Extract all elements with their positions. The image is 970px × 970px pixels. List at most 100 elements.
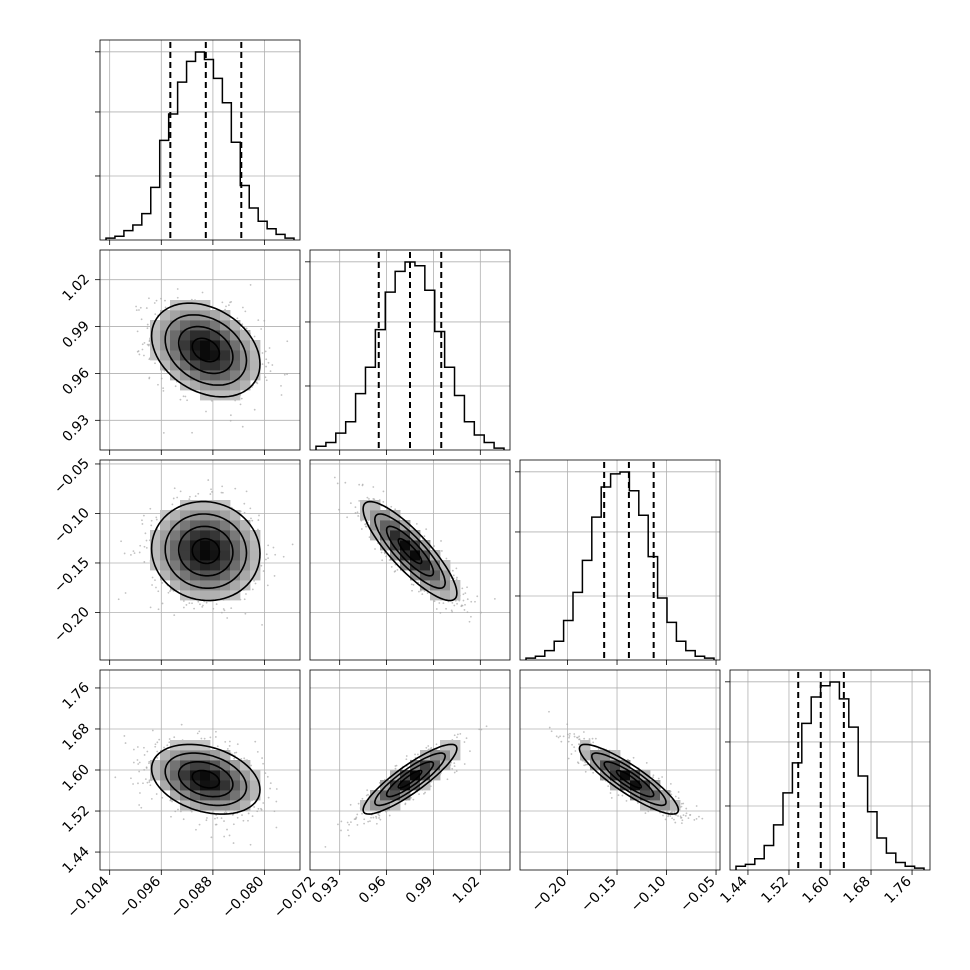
sample-point: [146, 327, 149, 330]
density-cell: [240, 570, 251, 581]
sample-point: [459, 732, 462, 735]
sample-point: [132, 550, 135, 553]
sample-point: [566, 723, 569, 726]
sample-point: [143, 545, 146, 548]
density-cell: [410, 770, 421, 781]
sample-point: [242, 819, 245, 822]
density-cell: [220, 770, 231, 781]
density-cell: [250, 360, 261, 371]
density-cell: [190, 530, 201, 541]
density-cell: [150, 540, 161, 551]
density-cell: [160, 760, 171, 771]
density-cell: [150, 320, 161, 331]
density-cell: [150, 770, 161, 781]
density-cell: [200, 580, 211, 591]
sample-point: [249, 507, 252, 510]
sample-point: [171, 503, 174, 506]
density-cell: [200, 760, 211, 771]
density-cell: [230, 360, 241, 371]
sample-point: [240, 757, 243, 760]
density-cell: [230, 780, 241, 791]
sample-point: [212, 809, 214, 812]
sample-point: [680, 805, 683, 808]
sample-point: [412, 583, 415, 586]
sample-point: [171, 800, 173, 803]
sample-point: [209, 736, 212, 739]
sample-point: [485, 725, 488, 728]
sample-point: [461, 604, 464, 607]
density-cell: [610, 760, 621, 771]
sample-point: [182, 606, 185, 609]
density-cell: [380, 520, 391, 531]
sample-point: [361, 812, 363, 815]
sample-point: [382, 500, 385, 503]
sample-point: [426, 592, 429, 594]
density-cell: [610, 770, 621, 781]
density-cell: [170, 550, 181, 561]
sample-point: [282, 555, 285, 558]
density-cell: [180, 550, 191, 561]
contour-line: [191, 337, 221, 363]
sample-point: [462, 599, 465, 602]
sample-point: [356, 511, 359, 514]
sample-point: [456, 733, 459, 736]
sample-point: [155, 516, 158, 519]
sample-point: [138, 309, 140, 311]
sample-point: [148, 760, 151, 763]
sample-point: [584, 763, 587, 766]
sample-point: [647, 810, 650, 813]
density-cell: [190, 590, 201, 601]
sample-point: [209, 493, 212, 495]
sample-point: [474, 600, 476, 603]
contour-line: [578, 743, 680, 815]
marginal-histogram: [735, 681, 925, 870]
sample-point: [346, 821, 349, 824]
sample-point: [233, 751, 236, 754]
sample-point: [677, 791, 680, 793]
density-cell: [170, 530, 181, 541]
density-cell: [220, 540, 231, 551]
density-cell: [170, 760, 181, 771]
sample-point: [657, 777, 660, 780]
sample-point: [226, 747, 229, 750]
density-cell: [210, 550, 221, 561]
sample-point: [210, 488, 212, 491]
sample-point: [172, 497, 175, 500]
density-cell: [240, 780, 251, 791]
sample-point: [176, 288, 179, 290]
sample-point: [388, 559, 391, 561]
sample-point: [144, 532, 147, 535]
sample-point: [154, 743, 157, 746]
density-cell: [180, 770, 191, 781]
density-cell: [160, 310, 171, 321]
sample-point: [453, 771, 456, 774]
density-cell: [160, 750, 171, 761]
density-cell: [250, 540, 261, 551]
density-cell: [640, 770, 651, 781]
density-cell: [590, 750, 601, 761]
sample-point: [135, 309, 138, 311]
sample-point: [190, 810, 193, 813]
sample-point: [381, 559, 384, 562]
sample-point: [421, 593, 424, 596]
sample-point: [673, 811, 676, 814]
sample-point: [267, 361, 270, 364]
sample-point: [349, 803, 352, 806]
sample-point: [253, 579, 255, 582]
sample-point: [349, 502, 352, 505]
sample-point: [273, 810, 276, 813]
contour-line: [385, 761, 435, 798]
sample-point: [182, 818, 185, 821]
sample-point: [462, 593, 465, 596]
density-cell: [250, 530, 261, 541]
panel-3-0: [95, 669, 301, 875]
sample-point: [157, 383, 159, 386]
density-cell: [150, 330, 161, 341]
sample-point: [262, 762, 265, 765]
density-cell: [430, 560, 441, 571]
sample-point: [223, 609, 226, 612]
density-cell: [210, 530, 221, 541]
sample-point: [245, 593, 247, 595]
sample-point: [493, 597, 496, 600]
